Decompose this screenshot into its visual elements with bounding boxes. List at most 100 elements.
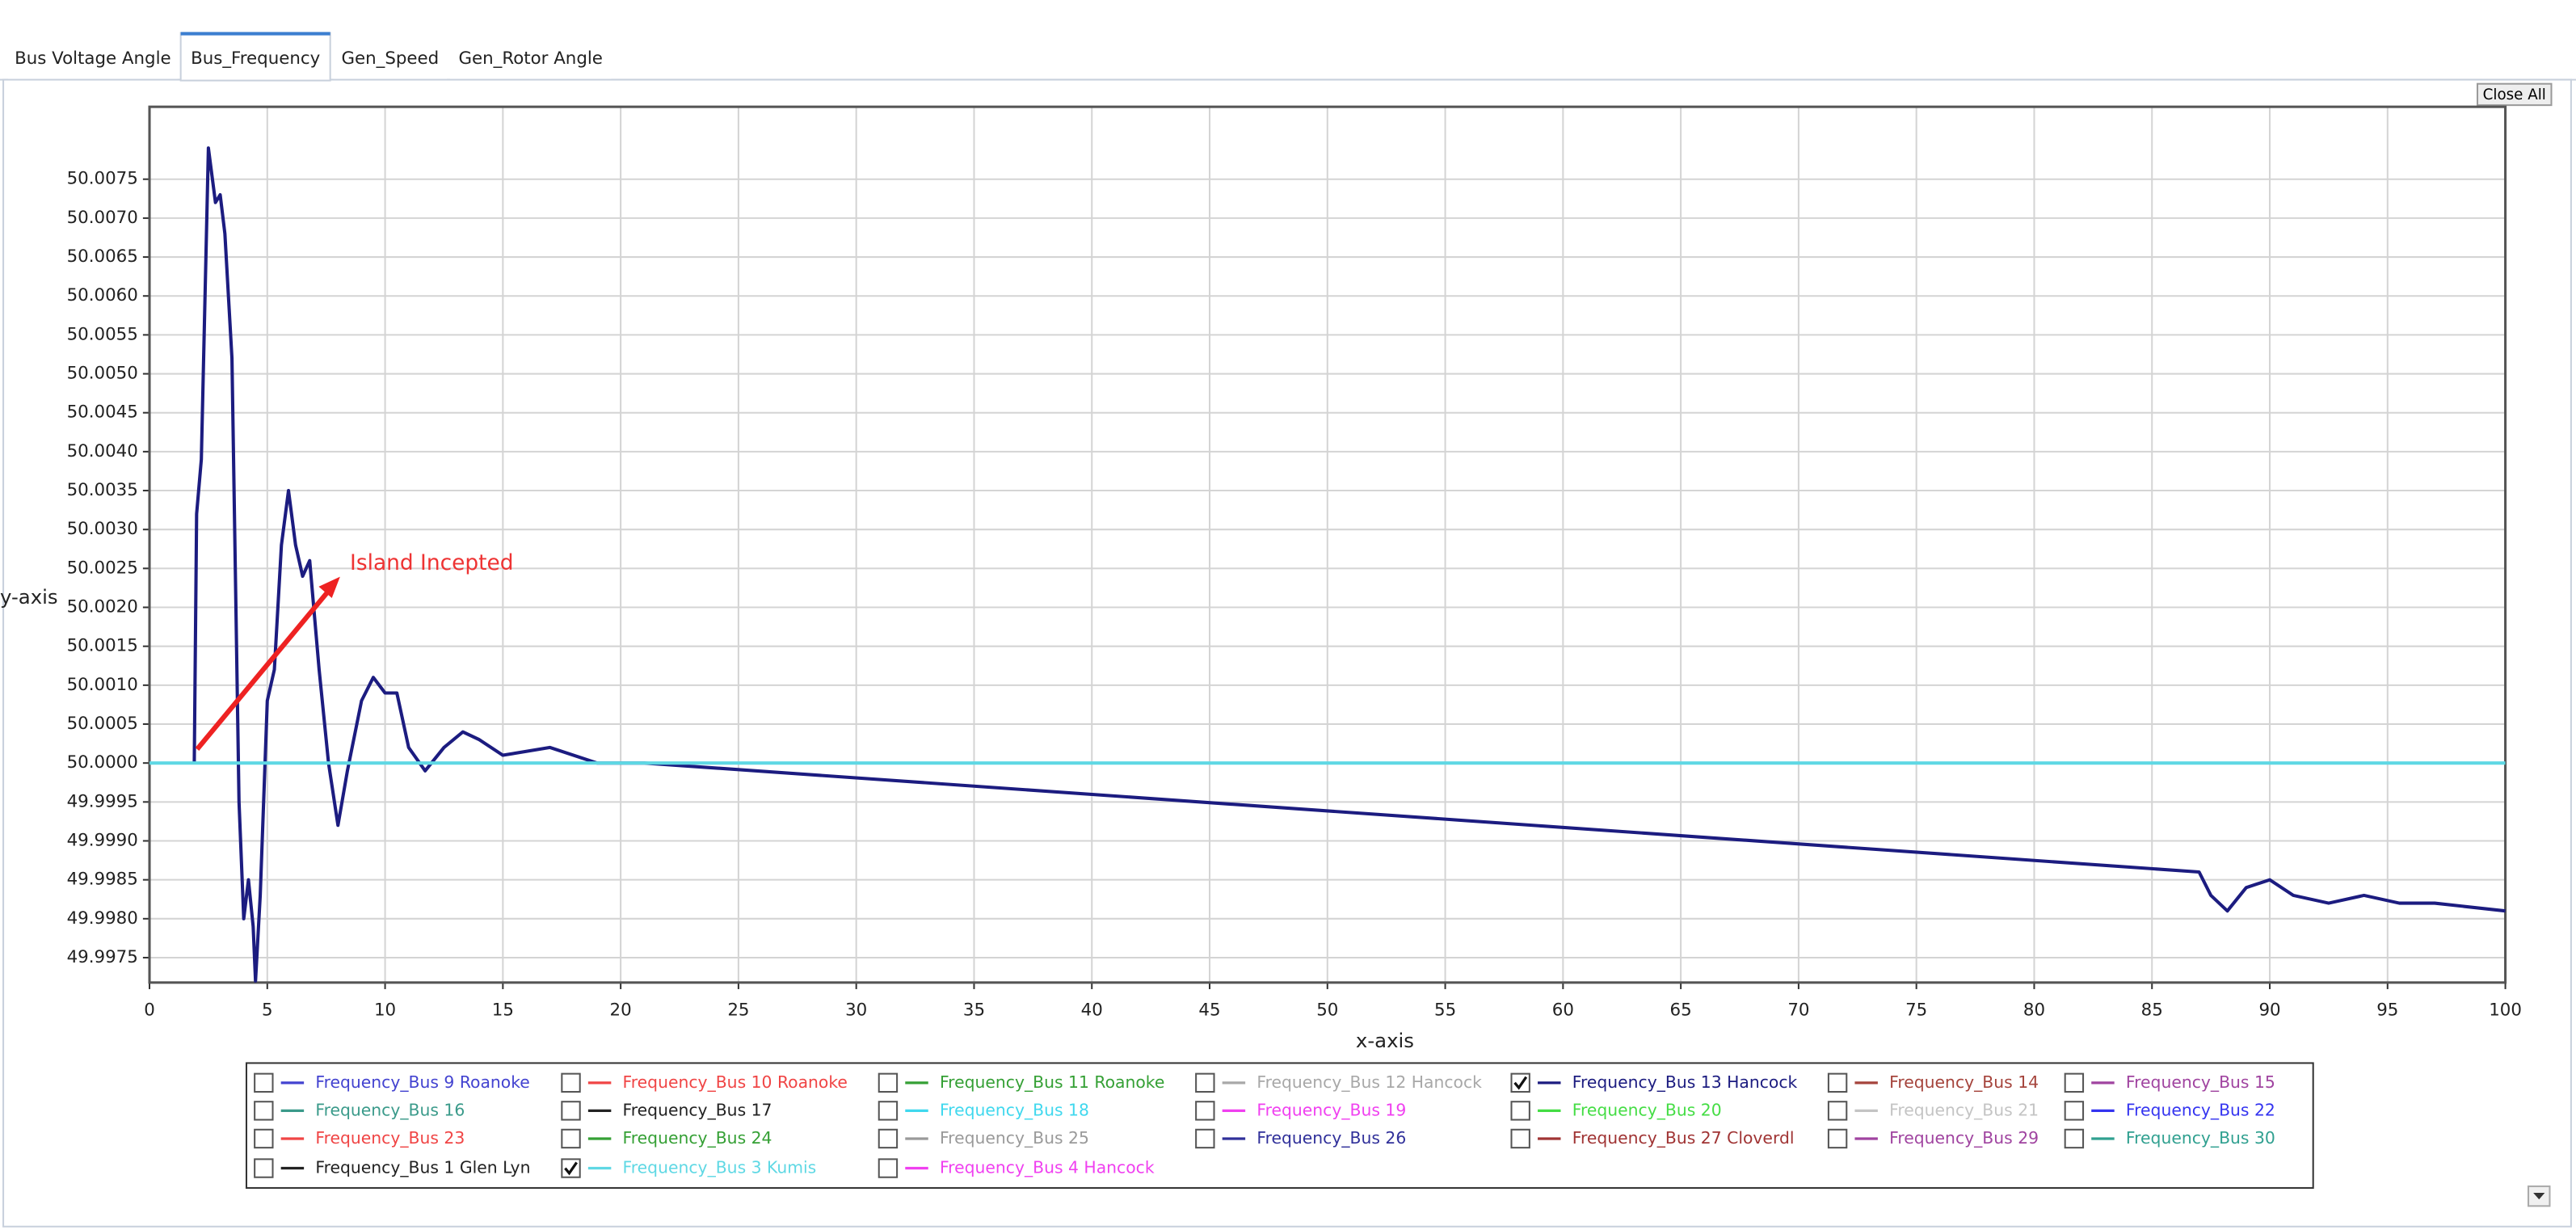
- x-tick-label: 70: [1787, 1000, 1809, 1020]
- x-tick-label: 0: [144, 1000, 155, 1020]
- tab-label: Gen_Rotor Angle: [459, 48, 603, 69]
- legend-checkbox[interactable]: [254, 1072, 274, 1093]
- tab-label: Bus Voltage Angle: [15, 48, 171, 69]
- legend-checkbox[interactable]: [561, 1128, 581, 1149]
- legend-label: Frequency_Bus 24: [623, 1128, 772, 1148]
- legend-label: Frequency_Bus 18: [940, 1100, 1089, 1120]
- legend-checkbox[interactable]: [1510, 1128, 1530, 1149]
- legend-checkbox[interactable]: [561, 1072, 581, 1093]
- x-tick-label: 90: [2258, 1000, 2280, 1020]
- x-tick-label: 80: [2023, 1000, 2045, 1020]
- y-tick-label: 50.0075: [67, 169, 138, 189]
- legend-checkbox[interactable]: [878, 1128, 899, 1149]
- scroll-button[interactable]: [2528, 1185, 2551, 1207]
- legend-checkbox[interactable]: [2064, 1128, 2085, 1149]
- legend-checkbox[interactable]: [254, 1101, 274, 1121]
- x-tick-label: 15: [492, 1000, 514, 1020]
- y-tick-label: 49.9995: [67, 791, 138, 811]
- y-tick-label: 50.0055: [67, 324, 138, 344]
- legend-label: Frequency_Bus 1 Glen Lyn: [315, 1158, 530, 1178]
- x-tick-label: 85: [2141, 1000, 2163, 1020]
- x-tick-label: 20: [610, 1000, 632, 1020]
- y-tick-label: 50.0060: [67, 285, 138, 305]
- legend-label: Frequency_Bus 11 Roanoke: [940, 1072, 1164, 1093]
- x-tick-label: 60: [1552, 1000, 1574, 1020]
- annotation-arrow: [195, 583, 336, 752]
- legend-checkbox[interactable]: [2064, 1101, 2085, 1121]
- legend-checkbox[interactable]: [254, 1128, 274, 1149]
- legend-label: Frequency_Bus 21: [1889, 1100, 2039, 1120]
- legend-label: Frequency_Bus 22: [2126, 1100, 2275, 1120]
- y-tick-label: 50.0015: [67, 636, 138, 656]
- legend-label: Frequency_Bus 30: [2126, 1128, 2275, 1148]
- tab[interactable]: [8, 37, 178, 79]
- tab-label: Bus_Frequency: [191, 48, 320, 69]
- legend-label: Frequency_Bus 4 Hancock: [940, 1158, 1155, 1178]
- legend-checkbox[interactable]: [878, 1158, 899, 1178]
- legend-label: Frequency_Bus 26: [1256, 1128, 1406, 1148]
- legend-checkbox[interactable]: [1195, 1101, 1215, 1121]
- legend-checkbox[interactable]: [2064, 1072, 2085, 1093]
- y-tick-label: 50.0030: [67, 519, 138, 539]
- close-all-label: Close All: [2483, 86, 2546, 103]
- legend-checkbox[interactable]: [254, 1158, 274, 1178]
- legend-label: Frequency_Bus 27 Cloverdl: [1572, 1128, 1795, 1148]
- legend-label: Frequency_Bus 25: [940, 1128, 1089, 1148]
- scroll-arrow: [2533, 1193, 2545, 1200]
- legend-checkbox[interactable]: [1510, 1101, 1530, 1121]
- legend-checkbox[interactable]: [1827, 1101, 1848, 1121]
- legend-label: Frequency_Bus 23: [315, 1128, 465, 1148]
- legend-checkbox[interactable]: [1195, 1072, 1215, 1093]
- legend-label: Frequency_Bus 29: [1889, 1128, 2039, 1148]
- legend-checkbox[interactable]: [878, 1072, 899, 1093]
- legend-checkbox[interactable]: [878, 1101, 899, 1121]
- x-tick-label: 30: [845, 1000, 867, 1020]
- legend-label: Frequency_Bus 10 Roanoke: [623, 1072, 848, 1093]
- x-tick-label: 75: [1905, 1000, 1927, 1020]
- tab[interactable]: [179, 32, 331, 82]
- y-tick-label: 50.0035: [67, 480, 138, 500]
- legend-label: Frequency_Bus 9 Roanoke: [315, 1072, 529, 1093]
- y-tick-label: 50.0045: [67, 402, 138, 423]
- legend-checkbox[interactable]: [1827, 1072, 1848, 1093]
- tab[interactable]: [450, 37, 612, 79]
- y-tick-label: 50.0070: [67, 208, 138, 228]
- tab-label: Gen_Speed: [342, 48, 440, 69]
- x-tick-label: 95: [2376, 1000, 2398, 1020]
- x-tick-label: 35: [963, 1000, 985, 1020]
- close-all-button[interactable]: [2476, 82, 2553, 107]
- x-tick-label: 45: [1198, 1000, 1220, 1020]
- x-tick-label: 25: [727, 1000, 749, 1020]
- y-tick-label: 49.9990: [67, 830, 138, 850]
- y-tick-label: 49.9985: [67, 870, 138, 890]
- y-tick-label: 50.0010: [67, 675, 138, 695]
- legend-label: Frequency_Bus 13 Hancock: [1572, 1072, 1798, 1093]
- y-tick-label: 50.0050: [67, 364, 138, 384]
- y-tick-label: 50.0025: [67, 558, 138, 578]
- y-tick-label: 50.0005: [67, 714, 138, 734]
- x-tick-label: 50: [1316, 1000, 1338, 1020]
- legend-items: Frequency_Bus 9 Roanoke Frequency_Bus 10 …: [254, 1072, 2275, 1178]
- legend-label: Frequency_Bus 20: [1572, 1100, 1722, 1120]
- y-tick-label: 50.0040: [67, 441, 138, 461]
- legend-label: Frequency_Bus 15: [2126, 1072, 2275, 1093]
- legend-label: Frequency_Bus 14: [1889, 1072, 2039, 1093]
- annotation-arrowhead: [318, 576, 340, 599]
- legend-checkbox[interactable]: [1510, 1072, 1530, 1093]
- tab[interactable]: [333, 37, 448, 79]
- legend-checkbox[interactable]: [561, 1101, 581, 1121]
- x-tick-label: 5: [262, 1000, 273, 1020]
- plot: 0 5 10 15 20 25 30 35 40 45 50 55 60 65 70 75 80 85 90 95 10…: [67, 105, 2522, 1020]
- legend-checkbox[interactable]: [561, 1158, 581, 1178]
- legend-checkbox[interactable]: [1827, 1128, 1848, 1149]
- legend-checkbox[interactable]: [1195, 1128, 1215, 1149]
- legend-checkmark: [1513, 1076, 1528, 1090]
- x-axis-title: x-axis: [1356, 1029, 1414, 1052]
- y-tick-label: 50.0000: [67, 752, 138, 773]
- annotation: Island Incepted: [350, 550, 514, 575]
- y-tick-label: 50.0020: [67, 597, 138, 617]
- y-tick-label: 49.9975: [67, 947, 138, 967]
- x-tick-label: 55: [1434, 1000, 1456, 1020]
